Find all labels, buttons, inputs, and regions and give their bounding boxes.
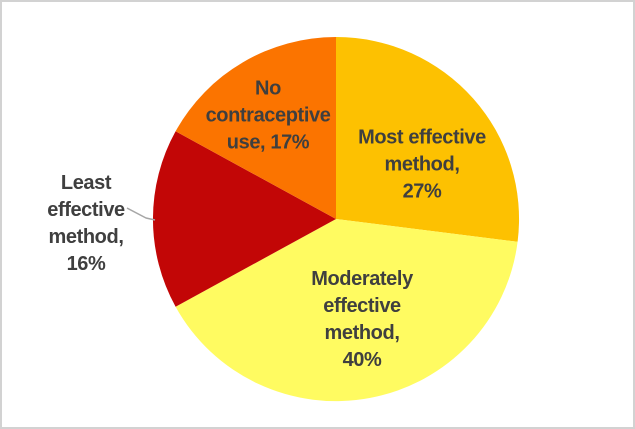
pie-slice-moderate[interactable] xyxy=(175,219,518,402)
pie-slice-least[interactable] xyxy=(152,131,336,307)
pie-slice-no_use[interactable] xyxy=(175,36,336,219)
pie-slices xyxy=(152,36,520,402)
pie-slice-most[interactable] xyxy=(336,36,520,242)
leader-line xyxy=(126,207,156,221)
